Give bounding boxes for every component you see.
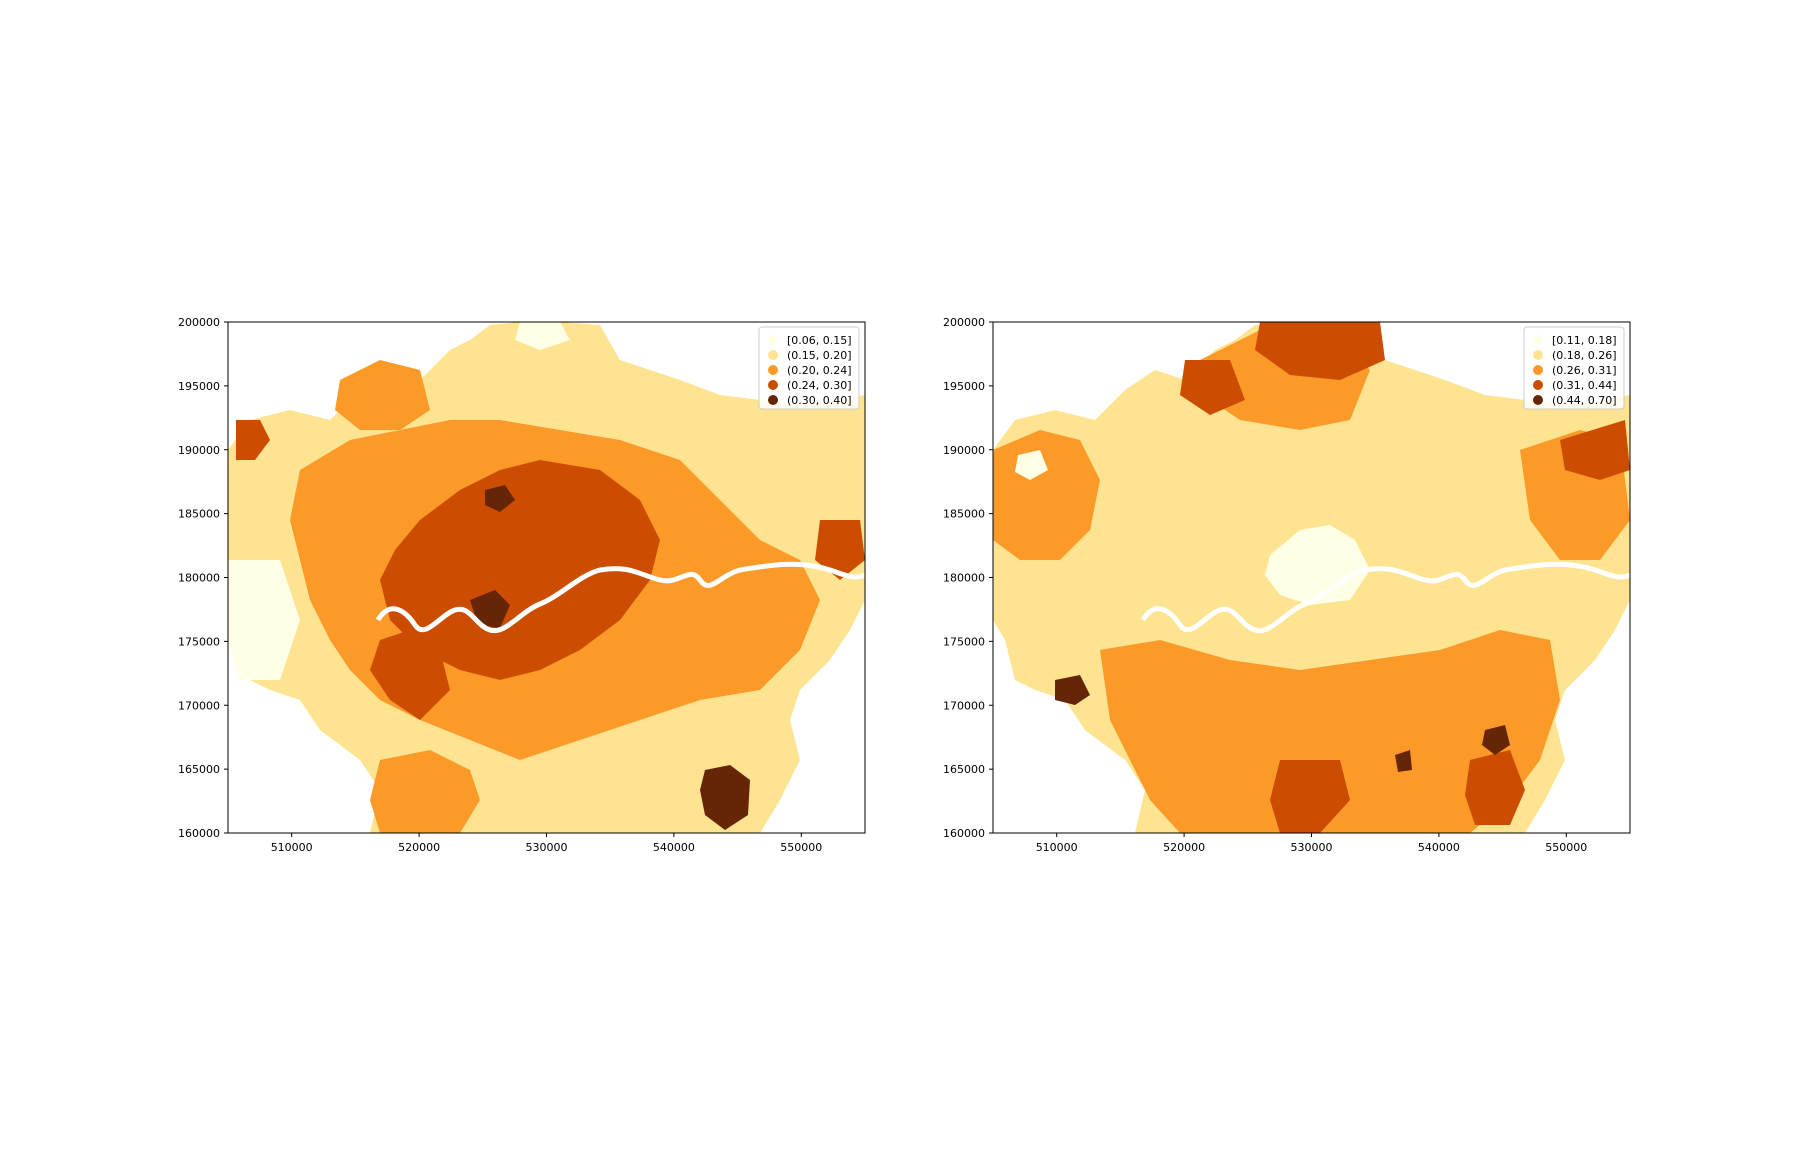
- y-tick-label: 180000: [943, 572, 985, 585]
- legend-marker: [768, 335, 778, 345]
- right-choropleth: [993, 322, 1630, 833]
- orange-zone-south: [370, 750, 480, 833]
- y-tick-label: 165000: [943, 763, 985, 776]
- darkorange-zone-core: [380, 460, 660, 680]
- legend-label: [0.11, 0.18]: [1552, 334, 1617, 347]
- darkorange-zone-east: [1560, 420, 1630, 480]
- right-x-axis: 510000 520000 530000 540000 550000: [1036, 833, 1587, 854]
- left-x-axis: 510000 520000 530000 540000 550000: [271, 833, 822, 854]
- y-tick-label: 190000: [178, 444, 220, 457]
- legend-label: (0.26, 0.31]: [1552, 364, 1617, 377]
- right-legend: [0.11, 0.18] (0.18, 0.26] (0.26, 0.31] (0.3…: [1523, 326, 1625, 410]
- legend-label: (0.31, 0.44]: [1552, 379, 1617, 392]
- y-tick-label: 180000: [178, 572, 220, 585]
- legend-marker: [1533, 350, 1543, 360]
- legend-marker: [1533, 395, 1543, 405]
- thames-river: [1140, 561, 1630, 634]
- left-y-axis: 160000 165000 170000 175000 180000 185000 1900…: [178, 316, 228, 840]
- orange-zone-south: [1100, 630, 1560, 833]
- y-tick-label: 200000: [943, 316, 985, 329]
- brown-zone-south: [1395, 750, 1412, 772]
- legend-label: (0.44, 0.70]: [1552, 394, 1617, 407]
- y-tick-label: 190000: [943, 444, 985, 457]
- darkorange-zone-north: [1255, 322, 1385, 380]
- x-tick-label: 520000: [1163, 841, 1205, 854]
- lightyellow-zone-west: [228, 560, 300, 680]
- legend-marker: [768, 365, 778, 375]
- x-tick-label: 540000: [1418, 841, 1460, 854]
- brown-zone-se: [1482, 725, 1510, 755]
- right-map-panel: 160000 165000 170000 175000 180000 185000 1900…: [943, 316, 1631, 854]
- brown-zone-sw: [1055, 675, 1090, 705]
- y-tick-label: 175000: [943, 635, 985, 648]
- legend-label: (0.15, 0.20]: [787, 349, 852, 362]
- orange-zone-west: [335, 360, 430, 430]
- y-tick-label: 185000: [943, 508, 985, 521]
- legend-label: (0.18, 0.26]: [1552, 349, 1617, 362]
- brown-zone-1: [485, 485, 515, 512]
- left-map-panel: 160000 165000 170000 175000 180000 185000 1900…: [178, 316, 866, 854]
- legend-label: (0.20, 0.24]: [787, 364, 852, 377]
- x-tick-label: 550000: [780, 841, 822, 854]
- x-tick-label: 530000: [1291, 841, 1333, 854]
- legend-label: [0.06, 0.15]: [787, 334, 852, 347]
- left-legend: [0.06, 0.15] (0.15, 0.20] (0.20, 0.24] (0.2…: [758, 326, 860, 410]
- darkorange-zone-east: [815, 520, 865, 580]
- y-tick-label: 170000: [178, 699, 220, 712]
- legend-marker: [768, 380, 778, 390]
- legend-marker: [1533, 335, 1543, 345]
- legend-box: [1523, 326, 1625, 410]
- legend-marker: [768, 395, 778, 405]
- y-tick-label: 165000: [178, 763, 220, 776]
- x-tick-label: 530000: [526, 841, 568, 854]
- legend-label: (0.30, 0.40]: [787, 394, 852, 407]
- lightyellow-zone-central: [1265, 525, 1370, 605]
- thames-river: [375, 561, 865, 634]
- y-tick-label: 195000: [178, 380, 220, 393]
- y-tick-label: 195000: [943, 380, 985, 393]
- darkorange-zone-se: [1465, 750, 1525, 825]
- y-tick-label: 160000: [178, 827, 220, 840]
- x-tick-label: 510000: [1036, 841, 1078, 854]
- x-tick-label: 550000: [1545, 841, 1587, 854]
- left-choropleth: [228, 322, 865, 833]
- darkorange-zone-west: [236, 420, 270, 460]
- legend-marker: [1533, 380, 1543, 390]
- legend-label: (0.24, 0.30]: [787, 379, 852, 392]
- darkorange-zone-nw: [1180, 360, 1245, 415]
- right-y-axis: 160000 165000 170000 175000 180000 185000 1900…: [943, 316, 993, 840]
- x-tick-label: 540000: [653, 841, 695, 854]
- darkorange-zone-south: [1270, 760, 1350, 833]
- lightyellow-zone-west: [1015, 450, 1048, 480]
- y-tick-label: 170000: [943, 699, 985, 712]
- darkorange-zone-sw: [370, 630, 450, 720]
- brown-zone-se: [700, 765, 750, 830]
- brown-zone-2: [470, 590, 510, 628]
- y-tick-label: 160000: [943, 827, 985, 840]
- x-tick-label: 510000: [271, 841, 313, 854]
- x-tick-label: 520000: [398, 841, 440, 854]
- lightyellow-zone-north: [515, 322, 570, 350]
- y-tick-label: 175000: [178, 635, 220, 648]
- legend-box: [758, 326, 860, 410]
- y-tick-label: 185000: [178, 508, 220, 521]
- y-tick-label: 200000: [178, 316, 220, 329]
- legend-marker: [768, 350, 778, 360]
- legend-marker: [1533, 365, 1543, 375]
